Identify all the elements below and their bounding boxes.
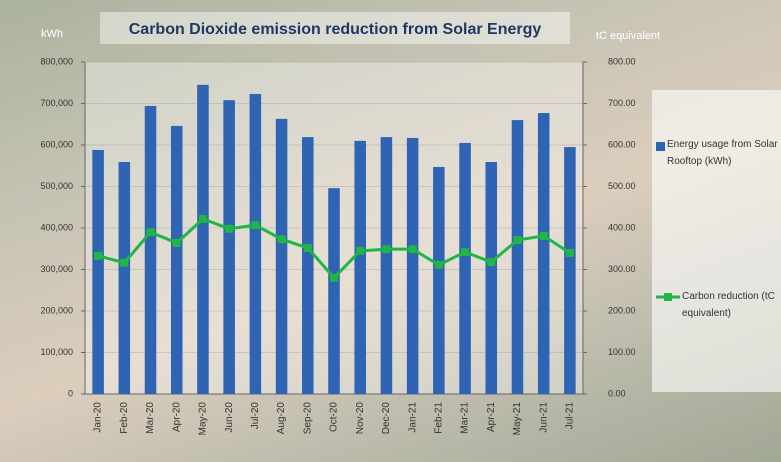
marker	[356, 246, 365, 255]
x-tick-label: Apr-20	[171, 402, 182, 432]
legend-swatch	[656, 142, 665, 151]
marker	[94, 251, 103, 260]
bar	[433, 166, 445, 394]
y2-tick-label: 200.00	[608, 305, 636, 315]
y2-tick-label: 800.00	[608, 56, 636, 66]
marker	[251, 221, 260, 230]
legend-box	[652, 90, 781, 392]
y-tick-label: 200,000	[40, 305, 73, 315]
y2-tick-label: 0.00	[608, 388, 626, 398]
y2-tick-label: 300.00	[608, 264, 636, 274]
chart-title: Carbon Dioxide emission reduction from S…	[129, 21, 542, 38]
x-tick-label: Nov-20	[355, 402, 366, 435]
y-axis-label: kWh	[41, 28, 63, 40]
y2-tick-label: 400.00	[608, 222, 636, 232]
bar	[170, 125, 183, 394]
marker	[565, 248, 574, 257]
marker	[461, 248, 470, 257]
legend-label: Carbon reduction (tC equivalent)	[682, 291, 775, 319]
y-tick-label: 300,000	[40, 264, 73, 274]
x-tick-label: Jun-20	[224, 402, 235, 433]
bar	[459, 142, 471, 394]
x-tick-label: Jun-21	[538, 402, 549, 433]
y2-tick-label: 500.00	[608, 181, 636, 191]
x-tick-label: Sep-20	[302, 402, 313, 435]
bar	[328, 188, 340, 394]
x-tick-label: Oct-20	[329, 402, 340, 432]
marker	[277, 235, 286, 244]
x-tick-label: Feb-21	[433, 402, 444, 434]
bar	[564, 147, 576, 394]
marker	[513, 236, 522, 245]
bar	[275, 118, 288, 394]
bar	[223, 100, 235, 395]
marker	[198, 214, 207, 223]
marker	[487, 258, 496, 267]
x-tick-label: May-21	[512, 402, 523, 436]
marker	[408, 245, 417, 254]
x-tick-label: Feb-20	[119, 402, 130, 434]
bar	[197, 84, 209, 394]
x-tick-label: Jul-21	[565, 402, 576, 430]
marker	[382, 245, 391, 254]
marker	[539, 231, 548, 240]
y-tick-label: 400,000	[40, 222, 73, 232]
y-tick-label: 800,000	[40, 56, 73, 66]
y-tick-label: 500,000	[40, 181, 73, 191]
bar	[380, 137, 393, 395]
bar	[302, 137, 314, 395]
marker	[146, 228, 155, 237]
x-tick-label: Jul-20	[250, 402, 261, 430]
marker	[303, 243, 312, 252]
bar	[485, 162, 498, 394]
y-tick-label: 0	[68, 388, 73, 398]
bar	[249, 93, 262, 394]
y2-tick-label: 600.00	[608, 139, 636, 149]
x-tick-label: Mar-21	[460, 402, 471, 434]
y-tick-label: 100,000	[40, 347, 73, 357]
marker	[120, 258, 129, 267]
bar	[406, 137, 419, 394]
x-tick-label: Dec-20	[381, 402, 392, 435]
y2-tick-label: 100.00	[608, 347, 636, 357]
marker	[330, 273, 338, 282]
x-tick-label: Jan-21	[407, 402, 418, 433]
y-tick-label: 700,000	[40, 98, 73, 108]
title-box	[100, 12, 570, 44]
y-tick-label: 600,000	[40, 139, 73, 149]
marker	[172, 238, 181, 247]
x-tick-label: May-20	[198, 402, 209, 436]
x-tick-label: Aug-20	[276, 402, 287, 435]
bar	[511, 120, 524, 394]
legend-label: Energy usage from Solar Rooftop (kWh)	[667, 139, 778, 167]
x-tick-label: Jan-20	[93, 402, 104, 433]
x-tick-label: Apr-21	[486, 402, 497, 432]
y2-axis-label: tC equivalent	[596, 30, 660, 42]
bar	[118, 162, 131, 394]
marker	[434, 260, 443, 269]
bar	[354, 140, 366, 394]
bar	[537, 113, 550, 395]
bar	[144, 105, 157, 395]
x-tick-label: Mar-20	[145, 402, 156, 434]
legend-swatch	[664, 293, 672, 301]
y2-tick-label: 700.00	[608, 98, 636, 108]
marker	[225, 224, 234, 233]
bar	[92, 149, 104, 394]
